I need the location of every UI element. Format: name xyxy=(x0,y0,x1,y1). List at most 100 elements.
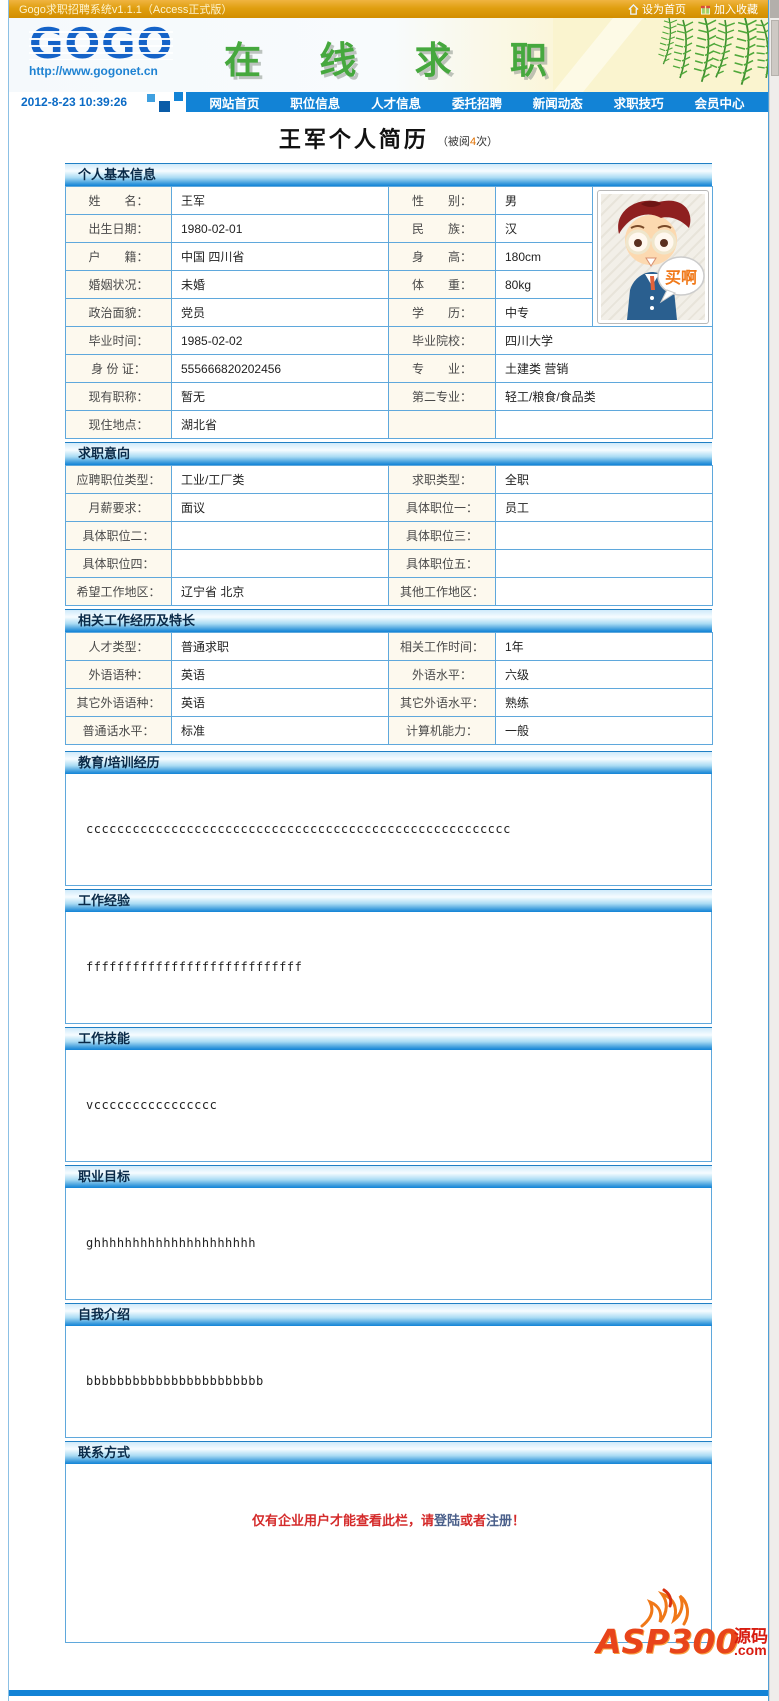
field-value xyxy=(495,577,713,606)
resume-body: 个人基本信息姓 名： 王军性 别：男 xyxy=(65,163,713,1643)
nav-item-news[interactable]: 新闻动态 xyxy=(532,96,583,111)
section-content-box-work-experience: ffffffffffffffffffffffffffff xyxy=(65,912,712,1024)
photo-bubble-text: 买啊 xyxy=(664,269,696,287)
resume-section-education: 教育/培训经历 ccccccccccccccccccccccccccccccccc… xyxy=(65,751,712,886)
nav-item-entrust[interactable]: 委托招聘 xyxy=(451,96,502,111)
field-value xyxy=(495,549,713,578)
square-decoration xyxy=(174,92,183,101)
field-value xyxy=(495,521,713,550)
section-header-career-goal: 职业目标 xyxy=(65,1165,712,1188)
view-count-note: （被阅4次） xyxy=(437,133,498,149)
set-homepage-link[interactable]: 设为首页 xyxy=(628,1,686,17)
scrollbar[interactable] xyxy=(769,0,779,1701)
section-header-contact: 联系方式 xyxy=(65,1441,712,1464)
field-value: 工业/工厂类 xyxy=(171,465,389,494)
field-value: 中专 xyxy=(495,298,593,327)
site-frame: Gogo求职招聘系统v1.1.1（Access正式版） 设为首页 加入收藏 xyxy=(8,0,769,1701)
field-label: 其他工作地区： xyxy=(388,577,496,606)
field-label: 现住地点： xyxy=(65,410,172,439)
masthead: GOGO http://www.gogonet.cn 在 线 求 职 xyxy=(9,18,768,92)
section-content-box-work-skills: vcccccccccccccccc xyxy=(65,1050,712,1162)
field-label: 具体职位三： xyxy=(388,521,496,550)
scrollbar-thumb[interactable] xyxy=(771,20,779,76)
add-favorite-label: 加入收藏 xyxy=(714,4,758,16)
field-value: 四川大学 xyxy=(495,326,713,355)
resume-section-basic-info: 个人基本信息姓 名： 王军性 别：男 xyxy=(65,163,713,439)
section-header-education: 教育/培训经历 xyxy=(65,751,712,774)
field-label: 具体职位四： xyxy=(65,549,172,578)
field-row: 其它外语语种： 英语 其它外语水平： 熟练 xyxy=(65,688,713,717)
cartoon-avatar-drawing: 买啊 xyxy=(617,200,705,320)
views-suffix: 次） xyxy=(476,135,499,148)
section-header-basic-info: 个人基本信息 xyxy=(65,163,712,186)
fields-table-experience-specialty: 人才类型： 普通求职 相关工作时间： 1年 外语语种： 英语 外语水平： 六级 其它外语语种：英… xyxy=(65,632,713,745)
scrollbar-top[interactable] xyxy=(770,0,779,18)
field-value: 熟练 xyxy=(495,688,713,717)
login-link[interactable]: 登陆 xyxy=(433,1513,460,1528)
section-header-experience-specialty: 相关工作经历及特长 xyxy=(65,609,712,632)
site-logo-block[interactable]: GOGO http://www.gogonet.cn xyxy=(29,22,199,78)
field-label: 户 籍： xyxy=(65,242,172,271)
resume-section-job-intention: 求职意向 应聘职位类型： 工业/工厂类 求职类型： 全职 月薪要求： 面议 具体职位一： 员工具… xyxy=(65,442,713,606)
contact-restricted-box: 仅有企业用户才能查看此栏，请登陆或者注册！ xyxy=(65,1464,712,1643)
nav-item-member[interactable]: 会员中心 xyxy=(694,96,745,111)
resume-section-contact: 联系方式 仅有企业用户才能查看此栏，请登陆或者注册！ xyxy=(65,1441,712,1643)
square-decoration xyxy=(147,94,155,102)
field-label: 身 高： xyxy=(388,242,496,271)
nav-item-home[interactable]: 网站首页 xyxy=(209,96,260,111)
views-prefix: （被阅 xyxy=(436,135,470,148)
field-value: 1980-02-01 xyxy=(171,214,389,243)
field-value: 555666820202456 xyxy=(171,354,389,383)
section-content-box-self-intro: bbbbbbbbbbbbbbbbbbbbbbb xyxy=(65,1326,712,1438)
section-header-work-experience: 工作经验 xyxy=(65,889,712,912)
resume-section-self-intro: 自我介绍 bbbbbbbbbbbbbbbbbbbbbbb xyxy=(65,1303,712,1438)
field-row: 具体职位二： 具体职位三： xyxy=(65,521,713,550)
field-label: 具体职位五： xyxy=(388,549,496,578)
field-value: 辽宁省 北京 xyxy=(171,577,389,606)
banner-title: 在 线 求 职 xyxy=(224,40,571,81)
field-value: 中国 四川省 xyxy=(171,242,389,271)
field-value: 全职 xyxy=(495,465,713,494)
text-sections: 教育/培训经历 ccccccccccccccccccccccccccccccccc… xyxy=(65,751,712,1438)
asp300-brand-text: ASP300 xyxy=(596,1622,739,1661)
field-row: 现有职称： 暂无 第二专业： 轻工/粮食/食品类 xyxy=(65,382,713,411)
section-header-work-skills: 工作技能 xyxy=(65,1027,712,1050)
field-label xyxy=(388,410,496,439)
register-link[interactable]: 注册 xyxy=(486,1513,513,1528)
footer-blue-strip xyxy=(9,1690,768,1696)
field-value: 1985-02-02 xyxy=(171,326,389,355)
field-row: 毕业时间： 1985-02-02 毕业院校： 四川大学 xyxy=(65,326,713,355)
nav-item-jobs[interactable]: 职位信息 xyxy=(290,96,341,111)
field-row: 现住地点： 湖北省 xyxy=(65,410,713,439)
page-title: 王军个人简历 xyxy=(278,126,429,152)
field-value: 英语 xyxy=(171,688,389,717)
field-label: 外语水平： xyxy=(388,660,496,689)
fields-table-job-intention: 应聘职位类型： 工业/工厂类 求职类型： 全职 月薪要求： 面议 具体职位一： 员工 具体职位二… xyxy=(65,465,713,606)
field-row: 政治面貌： 党员学 历： 中专 xyxy=(65,298,713,327)
field-label: 其它外语水平： xyxy=(388,688,496,717)
field-label: 求职类型： xyxy=(388,465,496,494)
add-favorite-link[interactable]: 加入收藏 xyxy=(700,1,758,17)
section-content-text: bbbbbbbbbbbbbbbbbbbbbbb xyxy=(86,1374,264,1388)
field-value xyxy=(171,521,389,550)
field-value: 面议 xyxy=(171,493,389,522)
field-value: 标准 xyxy=(171,716,389,745)
field-label: 具体职位二： xyxy=(65,521,172,550)
site-url: http://www.gogonet.cn xyxy=(29,64,158,78)
resume-section-work-skills: 工作技能 vcccccccccccccccc xyxy=(65,1027,712,1162)
field-label: 普通话水平： xyxy=(65,716,172,745)
nav-item-talents[interactable]: 人才信息 xyxy=(371,96,422,111)
field-label: 出生日期： xyxy=(65,214,172,243)
field-label: 专 业： xyxy=(388,354,496,383)
asp300-watermark: ASP300 源码 .com xyxy=(596,1588,778,1670)
field-label: 毕业时间： xyxy=(65,326,172,355)
field-value: 男 xyxy=(495,186,593,215)
field-label: 政治面貌： xyxy=(65,298,172,327)
field-label: 应聘职位类型： xyxy=(65,465,172,494)
section-content-text: ghhhhhhhhhhhhhhhhhhhhh xyxy=(86,1236,256,1250)
field-label: 体 重： xyxy=(388,270,496,299)
nav-item-tips[interactable]: 求职技巧 xyxy=(613,96,664,111)
asp300-com-text: .com xyxy=(734,1642,767,1658)
field-label: 现有职称： xyxy=(65,382,172,411)
